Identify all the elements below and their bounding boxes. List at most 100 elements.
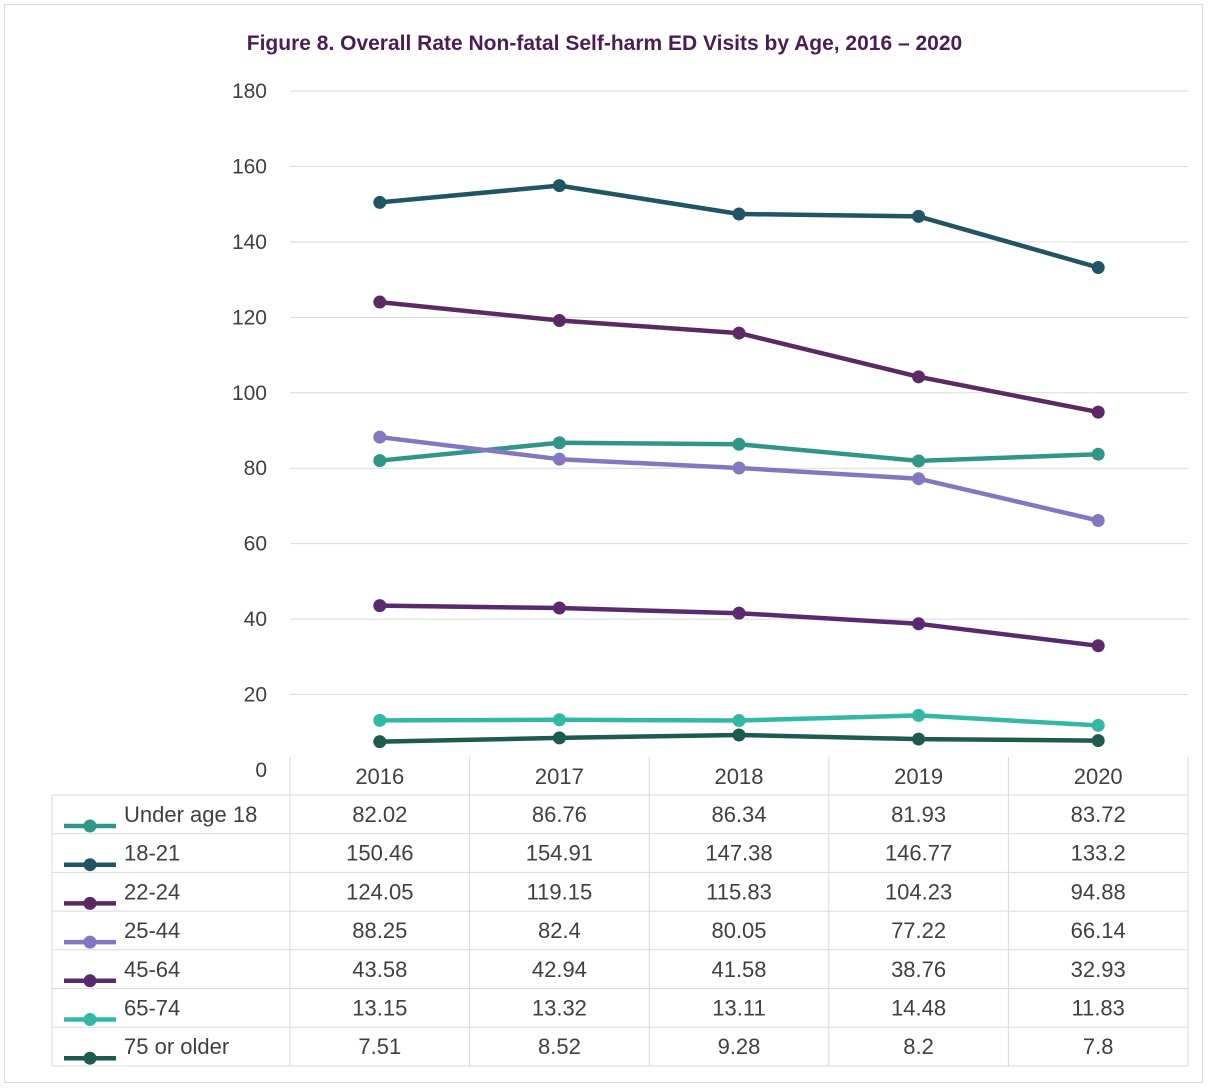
series-line	[379, 183, 1099, 270]
data-point	[912, 617, 926, 631]
table-value: 133.2	[1071, 841, 1126, 866]
table-value: 14.48	[891, 996, 946, 1021]
data-point	[373, 713, 387, 727]
legend-key-marker	[83, 858, 97, 872]
table-value: 86.34	[711, 802, 766, 827]
legend-key-marker	[83, 819, 97, 833]
y-tick-label: 40	[244, 608, 267, 631]
table-value: 147.38	[705, 841, 772, 866]
data-point	[373, 295, 387, 309]
table-value: 94.88	[1071, 879, 1126, 904]
legend-key-marker	[83, 974, 97, 988]
y-tick-label: 140	[232, 231, 267, 254]
legend-key-marker	[83, 896, 97, 910]
series-name: 25-44	[124, 918, 180, 943]
data-point	[373, 599, 387, 613]
data-point	[732, 728, 746, 742]
data-point	[732, 461, 746, 475]
data-point	[373, 430, 387, 444]
y-tick-label: 120	[232, 306, 267, 329]
table-value: 13.11	[712, 996, 765, 1021]
data-point	[552, 179, 566, 193]
table-value: 88.25	[352, 918, 407, 943]
table-value: 154.91	[526, 841, 593, 866]
table-value: 82.4	[538, 918, 581, 943]
table-value: 150.46	[346, 841, 413, 866]
table-value: 146.77	[885, 841, 952, 866]
data-point	[552, 452, 566, 466]
x-category-label: 2016	[355, 764, 404, 789]
data-point	[912, 454, 926, 468]
data-point	[552, 731, 566, 745]
chart-frame	[4, 4, 1203, 1083]
data-point	[732, 714, 746, 728]
table-value: 42.94	[532, 957, 587, 982]
series-name: Under age 18	[124, 802, 257, 827]
table-value: 66.14	[1071, 918, 1126, 943]
y-tick-label: 0	[255, 759, 267, 782]
data-point	[1091, 405, 1105, 419]
series-name: 45-64	[124, 957, 180, 982]
y-tick-label: 100	[232, 382, 267, 405]
data-point	[373, 454, 387, 468]
data-point	[1091, 718, 1105, 732]
data-point	[912, 209, 926, 223]
table-value: 41.58	[711, 957, 766, 982]
table-value: 7.8	[1083, 1034, 1114, 1059]
data-point	[912, 370, 926, 384]
table-value: 7.51	[358, 1034, 401, 1059]
legend-key-marker	[83, 1013, 97, 1026]
y-tick-label: 160	[232, 155, 267, 178]
data-point	[1091, 447, 1105, 461]
data-point	[373, 195, 387, 209]
table-value: 32.93	[1071, 957, 1126, 982]
data-point	[1091, 734, 1105, 748]
data-point	[1091, 639, 1105, 653]
table-value: 115.83	[706, 879, 772, 904]
data-point	[1091, 514, 1105, 528]
data-point	[732, 326, 746, 340]
data-point	[552, 713, 566, 727]
series-name: 18-21	[124, 841, 180, 866]
table-value: 82.02	[352, 802, 407, 827]
y-tick-label: 80	[244, 457, 267, 480]
table-value: 11.83	[1071, 996, 1124, 1021]
data-point	[732, 207, 746, 221]
table-value: 119.15	[527, 879, 593, 904]
table-value: 124.05	[346, 879, 413, 904]
table-value: 43.58	[352, 957, 407, 982]
table-value: 13.32	[532, 996, 587, 1021]
legend-key-marker	[83, 935, 97, 949]
data-point	[373, 735, 387, 749]
series-line	[379, 299, 1099, 415]
x-category-label: 2017	[535, 764, 584, 789]
y-tick-label: 180	[232, 80, 267, 103]
legend-key-marker	[83, 1051, 97, 1065]
x-category-label: 2018	[715, 764, 764, 789]
y-tick-label: 20	[244, 684, 267, 707]
y-tick-label: 60	[244, 533, 267, 556]
series-name: 65-74	[124, 996, 180, 1021]
chart-title: Figure 8. Overall Rate Non-fatal Self-ha…	[246, 32, 963, 55]
table-value: 9.28	[718, 1034, 761, 1059]
data-point	[552, 601, 566, 615]
table-value: 80.05	[711, 918, 766, 943]
data-point	[552, 436, 566, 450]
data-point	[732, 606, 746, 620]
table-value: 77.22	[891, 918, 946, 943]
x-category-label: 2019	[894, 764, 943, 789]
data-point	[552, 314, 566, 328]
data-point	[1091, 261, 1105, 275]
table-value: 13.15	[352, 996, 407, 1021]
table-value: 83.72	[1071, 802, 1126, 827]
series-name: 22-24	[124, 879, 180, 904]
data-point	[912, 732, 926, 746]
table-value: 38.76	[891, 957, 946, 982]
data-point	[912, 708, 926, 722]
table-value: 104.23	[885, 879, 952, 904]
table-value: 81.93	[891, 802, 946, 827]
table-value: 8.52	[538, 1034, 581, 1059]
series-name: 75 or older	[124, 1034, 229, 1059]
table-value: 8.2	[903, 1034, 934, 1059]
